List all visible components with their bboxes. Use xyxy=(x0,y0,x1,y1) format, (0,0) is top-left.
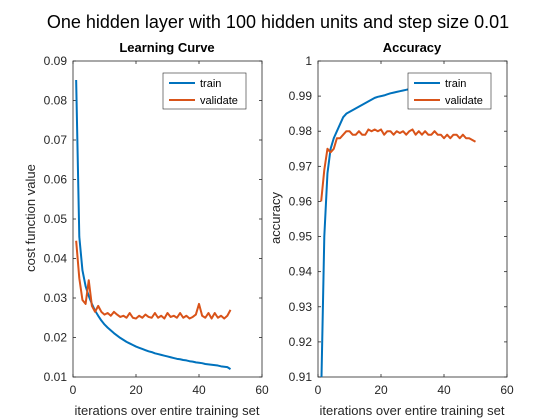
learning-curve-xtick-label: 60 xyxy=(255,383,269,397)
accuracy-ytick-label: 0.96 xyxy=(289,194,313,208)
learning-curve-xtick-label: 20 xyxy=(129,383,143,397)
learning-curve-ytick-label: 0.05 xyxy=(44,212,68,226)
learning-curve-xtick-label: 0 xyxy=(70,383,77,397)
accuracy-ylabel: accuracy xyxy=(268,191,283,244)
accuracy-legend-train-label: train xyxy=(445,78,466,90)
accuracy-ytick-label: 0.98 xyxy=(289,124,313,138)
accuracy-ytick-label: 0.92 xyxy=(289,335,313,349)
accuracy-ytick-label: 0.93 xyxy=(289,300,313,314)
learning-curve-ytick-label: 0.04 xyxy=(44,252,68,266)
accuracy-ytick-label: 0.95 xyxy=(289,230,313,244)
learning-curve-axes: Learning Curve iterations over entire tr… xyxy=(23,40,269,418)
accuracy-series-validate-line xyxy=(320,128,476,202)
learning-curve-series-train-line xyxy=(75,79,232,370)
learning-curve-series-validate-line xyxy=(75,240,232,320)
learning-curve-ytick-label: 0.06 xyxy=(44,173,68,187)
learning-curve-ytick-label: 0.01 xyxy=(44,370,68,384)
accuracy-xtick-label: 60 xyxy=(500,383,514,397)
accuracy-ytick-label: 0.91 xyxy=(289,370,313,384)
learning-curve-ytick-label: 0.02 xyxy=(44,331,68,345)
learning-curve-ylabel: cost function value xyxy=(23,164,38,272)
accuracy-xtick-label: 20 xyxy=(374,383,388,397)
accuracy-ytick-label: 0.97 xyxy=(289,159,313,173)
learning-curve-ytick-label: 0.08 xyxy=(44,94,68,108)
learning-curve-legend-validate-label: validate xyxy=(200,95,238,107)
figure-title: One hidden layer with 100 hidden units a… xyxy=(47,12,509,32)
learning-curve-ytick-label: 0.03 xyxy=(44,291,68,305)
accuracy-legend-box xyxy=(407,72,492,110)
accuracy-xtick-label: 40 xyxy=(437,383,451,397)
accuracy-title: Accuracy xyxy=(383,40,442,55)
learning-curve-legend-train-label: train xyxy=(200,78,221,90)
learning-curve-xtick-label: 40 xyxy=(192,383,206,397)
accuracy-ytick-label: 0.94 xyxy=(289,265,313,279)
accuracy-ytick-label: 0.99 xyxy=(289,89,313,103)
accuracy-plot-frame xyxy=(317,60,508,378)
learning-curve-ytick-label: 0.07 xyxy=(44,133,68,147)
learning-curve-xlabel: iterations over entire training set xyxy=(75,403,260,418)
accuracy-legend-validate-label: validate xyxy=(445,95,483,107)
accuracy-ytick-label: 1 xyxy=(305,54,312,68)
learning-curve-title: Learning Curve xyxy=(119,40,214,55)
accuracy-axes: Accuracy iterations over entire training… xyxy=(268,40,514,418)
accuracy-xlabel: iterations over entire training set xyxy=(320,403,505,418)
learning-curve-ytick-label: 0.09 xyxy=(44,54,68,68)
accuracy-xtick-label: 0 xyxy=(315,383,322,397)
learning-curve-legend-box xyxy=(162,72,247,110)
